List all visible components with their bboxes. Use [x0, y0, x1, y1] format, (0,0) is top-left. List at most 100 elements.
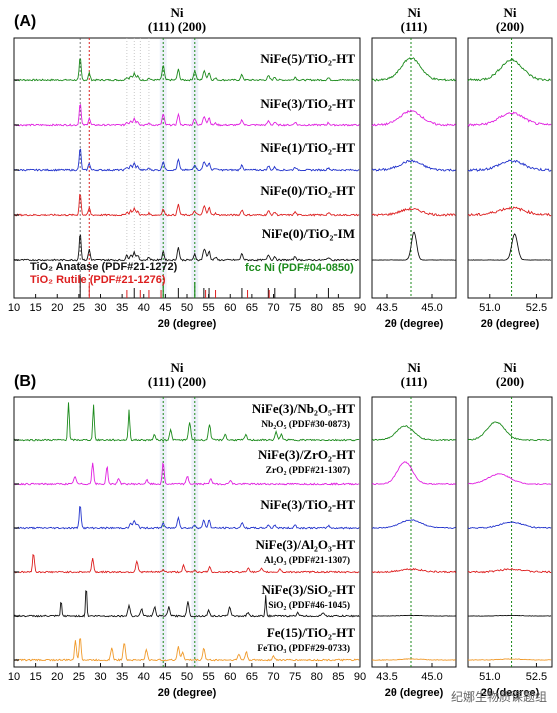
- series-label: NiFe(3)/Nb₂O₅-HT: [252, 401, 355, 416]
- x-tick-label: 70: [267, 302, 279, 314]
- zoom-series-line-5: [467, 658, 552, 661]
- zoom-series-line-4: [372, 614, 456, 617]
- zoom-series-line-0: [467, 421, 552, 442]
- zoom-x-axis-label: 2θ (degree): [481, 687, 540, 699]
- ni-header-a: Ni: [171, 5, 184, 20]
- series-ref-label: FeTiO₃ (PDF#29-0733): [257, 643, 350, 654]
- x-tick-label: 35: [116, 302, 128, 314]
- x-tick-label: 50: [181, 302, 193, 314]
- zoom-series-line-2: [467, 159, 552, 172]
- x-tick-label: 25: [73, 671, 85, 683]
- x-tick-label: 85: [332, 671, 344, 683]
- x-tick-label: 90: [354, 671, 366, 683]
- x-tick-label: 20: [51, 671, 63, 683]
- panel-b-plot: 10 15 20 25 30 35 40 45 50 55 60 65 70 75 80 85 90 2θ (de…: [8, 397, 366, 699]
- zoom-series-line-4: [467, 614, 552, 617]
- zoom-x-tick-label: 43.5: [376, 302, 397, 314]
- x-tick-label: 50: [181, 671, 193, 683]
- zoom-series-line-1: [467, 473, 552, 485]
- panel-a-plot: 10 15 20 25 30 35 40 45 50 55 60 65 70 75 80 85 90 2θ (de…: [8, 38, 366, 330]
- x-tick-label: 45: [159, 302, 171, 314]
- zoom-frame: [371, 37, 457, 299]
- ni-planes-b: (111) (200): [148, 374, 206, 389]
- panel-label-a: (A): [14, 13, 36, 30]
- x-tick-label: 30: [94, 671, 106, 683]
- series-ref-label: SiO₂ (PDF#46-1045): [268, 600, 350, 611]
- zoom-series-line-3: [467, 567, 552, 574]
- x-tick-label: 30: [94, 302, 106, 314]
- x-tick-label: 80: [311, 671, 323, 683]
- zoom-series-line-1: [371, 461, 456, 486]
- x-tick-label: 40: [138, 302, 150, 314]
- zoom-x-tick-label: 45.0: [421, 302, 442, 314]
- zoom-header: Ni: [408, 360, 421, 375]
- series-label: NiFe(3)/SiO₂-HT: [262, 582, 356, 597]
- series-line-0: [13, 58, 360, 82]
- zoom-series-line-1: [371, 109, 456, 127]
- series-label: NiFe(1)/TiO₂-HT: [260, 140, 355, 155]
- zoom-plane: (111): [401, 19, 428, 34]
- x-tick-label: 60: [224, 671, 236, 683]
- zoom-x-tick-label: 51.0: [479, 302, 500, 314]
- x-axis-label: 2θ (degree): [158, 687, 217, 699]
- watermark: 纪娜生物质课题组: [450, 690, 547, 704]
- legend-rutile: TiO₂ Rutile (PDF#21-1276): [30, 274, 166, 286]
- zoom-series-line-4: [468, 233, 552, 261]
- zoom-x-tick-label: 45.0: [421, 671, 442, 683]
- zoom-series-line-3: [372, 567, 457, 574]
- series-line-4: [13, 590, 360, 618]
- zoom-series-line-4: [372, 231, 456, 261]
- x-tick-label: 10: [8, 671, 20, 683]
- zoom-series-line-1: [467, 111, 552, 127]
- series-line-4: [14, 234, 360, 262]
- panel-b-zoom-200: Ni(200) 51.0 52.5 2θ (degree): [467, 360, 553, 699]
- x-axis-label: 2θ (degree): [158, 318, 217, 330]
- zoom-plane: (200): [496, 374, 524, 389]
- ni200-band: [191, 398, 199, 666]
- zoom-frame: [371, 396, 457, 668]
- zoom-plane: (111): [401, 374, 428, 389]
- series-line-0: [13, 402, 360, 442]
- x-tick-label: 85: [332, 302, 344, 314]
- x-tick-label: 55: [203, 302, 215, 314]
- x-tick-label: 65: [246, 302, 258, 314]
- x-tick-label: 75: [289, 671, 301, 683]
- x-tick-label: 60: [224, 302, 236, 314]
- series-line-5: [13, 638, 360, 662]
- zoom-series-line-0: [371, 425, 456, 442]
- x-tick-label: 25: [73, 302, 85, 314]
- zoom-x-tick-label: 43.5: [376, 671, 397, 683]
- series-line-3: [13, 193, 360, 217]
- panel-b-zoom-111: Ni(111) 43.5 45.0 2θ (degree): [371, 360, 457, 699]
- x-tick-label: 75: [289, 302, 301, 314]
- panel-label-b: (B): [14, 373, 36, 390]
- x-tick-label: 90: [354, 302, 366, 314]
- zoom-series-line-0: [371, 57, 456, 82]
- series-line-2: [13, 505, 360, 530]
- zoom-series-line-3: [371, 207, 456, 217]
- ni-header-b: Ni: [171, 360, 184, 375]
- series-ref-label: Al₂O₃ (PDF#21-1307): [264, 555, 350, 566]
- x-tick-label: 65: [246, 671, 258, 683]
- x-tick-label: 15: [30, 671, 42, 683]
- series-label: NiFe(5)/TiO₂-HT: [260, 51, 355, 66]
- zoom-frame: [467, 37, 553, 299]
- series-label: NiFe(0)/TiO₂-IM: [262, 226, 355, 241]
- series-label: Fe(15)/TiO₂-HT: [267, 625, 355, 640]
- x-tick-label: 80: [311, 302, 323, 314]
- zoom-series-line-0: [467, 58, 552, 82]
- legend-ni: fcc Ni (PDF#04-0850): [245, 262, 354, 274]
- ni111-band: [159, 398, 167, 666]
- zoom-series-line-2: [371, 519, 456, 529]
- series-label: NiFe(3)/Al₂O₃-HT: [256, 537, 356, 552]
- panel-a-header: Ni (111) (200): [148, 5, 206, 34]
- series-ref-label: ZrO₂ (PDF#21-1307): [266, 465, 350, 476]
- legend-anatase: TiO₂ Anatase (PDF#21-1272): [30, 261, 178, 273]
- zoom-series-line-2: [371, 159, 456, 172]
- series-line-2: [13, 148, 360, 172]
- zoom-plane: (200): [496, 19, 524, 34]
- x-tick-label: 10: [8, 302, 20, 314]
- zoom-x-tick-label: 51.0: [479, 671, 500, 683]
- x-tick-label: 35: [116, 671, 128, 683]
